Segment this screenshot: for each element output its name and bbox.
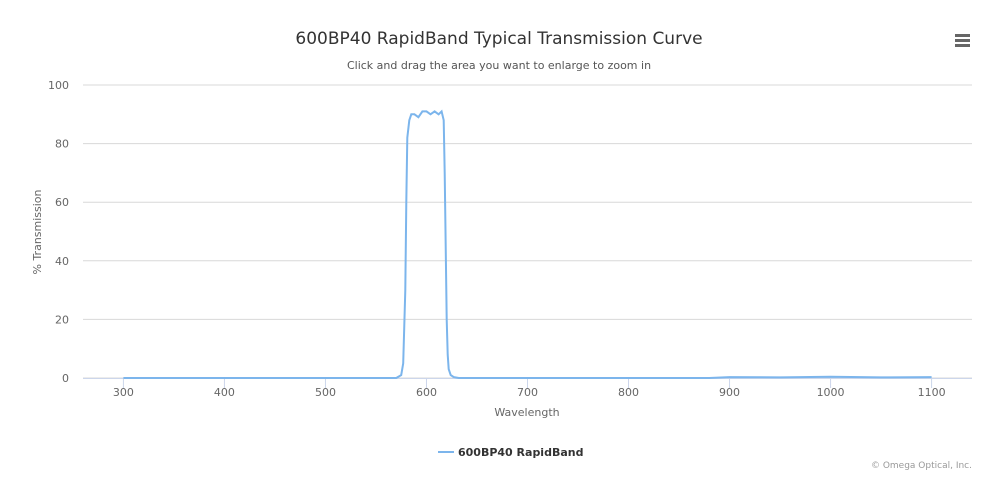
y-tick-label: 20 bbox=[55, 313, 69, 326]
x-tick-label: 400 bbox=[214, 386, 235, 399]
menu-button[interactable] bbox=[950, 29, 974, 51]
legend-label: 600BP40 RapidBand bbox=[458, 446, 583, 459]
x-tick-label: 500 bbox=[315, 386, 336, 399]
series-line bbox=[123, 109, 932, 379]
chart-subtitle: Click and drag the area you want to enla… bbox=[347, 59, 651, 72]
x-tick-label: 1100 bbox=[918, 386, 946, 399]
x-tick-label: 700 bbox=[517, 386, 538, 399]
menu-bar bbox=[955, 39, 970, 42]
menu-bar bbox=[955, 34, 970, 37]
x-tick-label: 900 bbox=[719, 386, 740, 399]
credits: © Omega Optical, Inc. bbox=[871, 461, 972, 471]
menu-bar bbox=[955, 44, 970, 47]
x-tick-label: 1000 bbox=[817, 386, 845, 399]
x-tick-label: 300 bbox=[113, 386, 134, 399]
y-tick-label: 80 bbox=[55, 138, 69, 151]
legend-item[interactable]: 600BP40 RapidBand bbox=[438, 446, 583, 459]
y-tick-label: 40 bbox=[55, 255, 69, 268]
y-axis-title: % Transmission bbox=[31, 189, 44, 274]
x-tick-label: 600 bbox=[416, 386, 437, 399]
y-tick-label: 0 bbox=[62, 372, 69, 385]
y-tick-label: 60 bbox=[55, 196, 69, 209]
x-tick-label: 800 bbox=[618, 386, 639, 399]
y-tick-label: 100 bbox=[48, 79, 69, 92]
x-axis-title: Wavelength bbox=[494, 406, 559, 419]
chart-title: 600BP40 RapidBand Typical Transmission C… bbox=[295, 29, 702, 49]
